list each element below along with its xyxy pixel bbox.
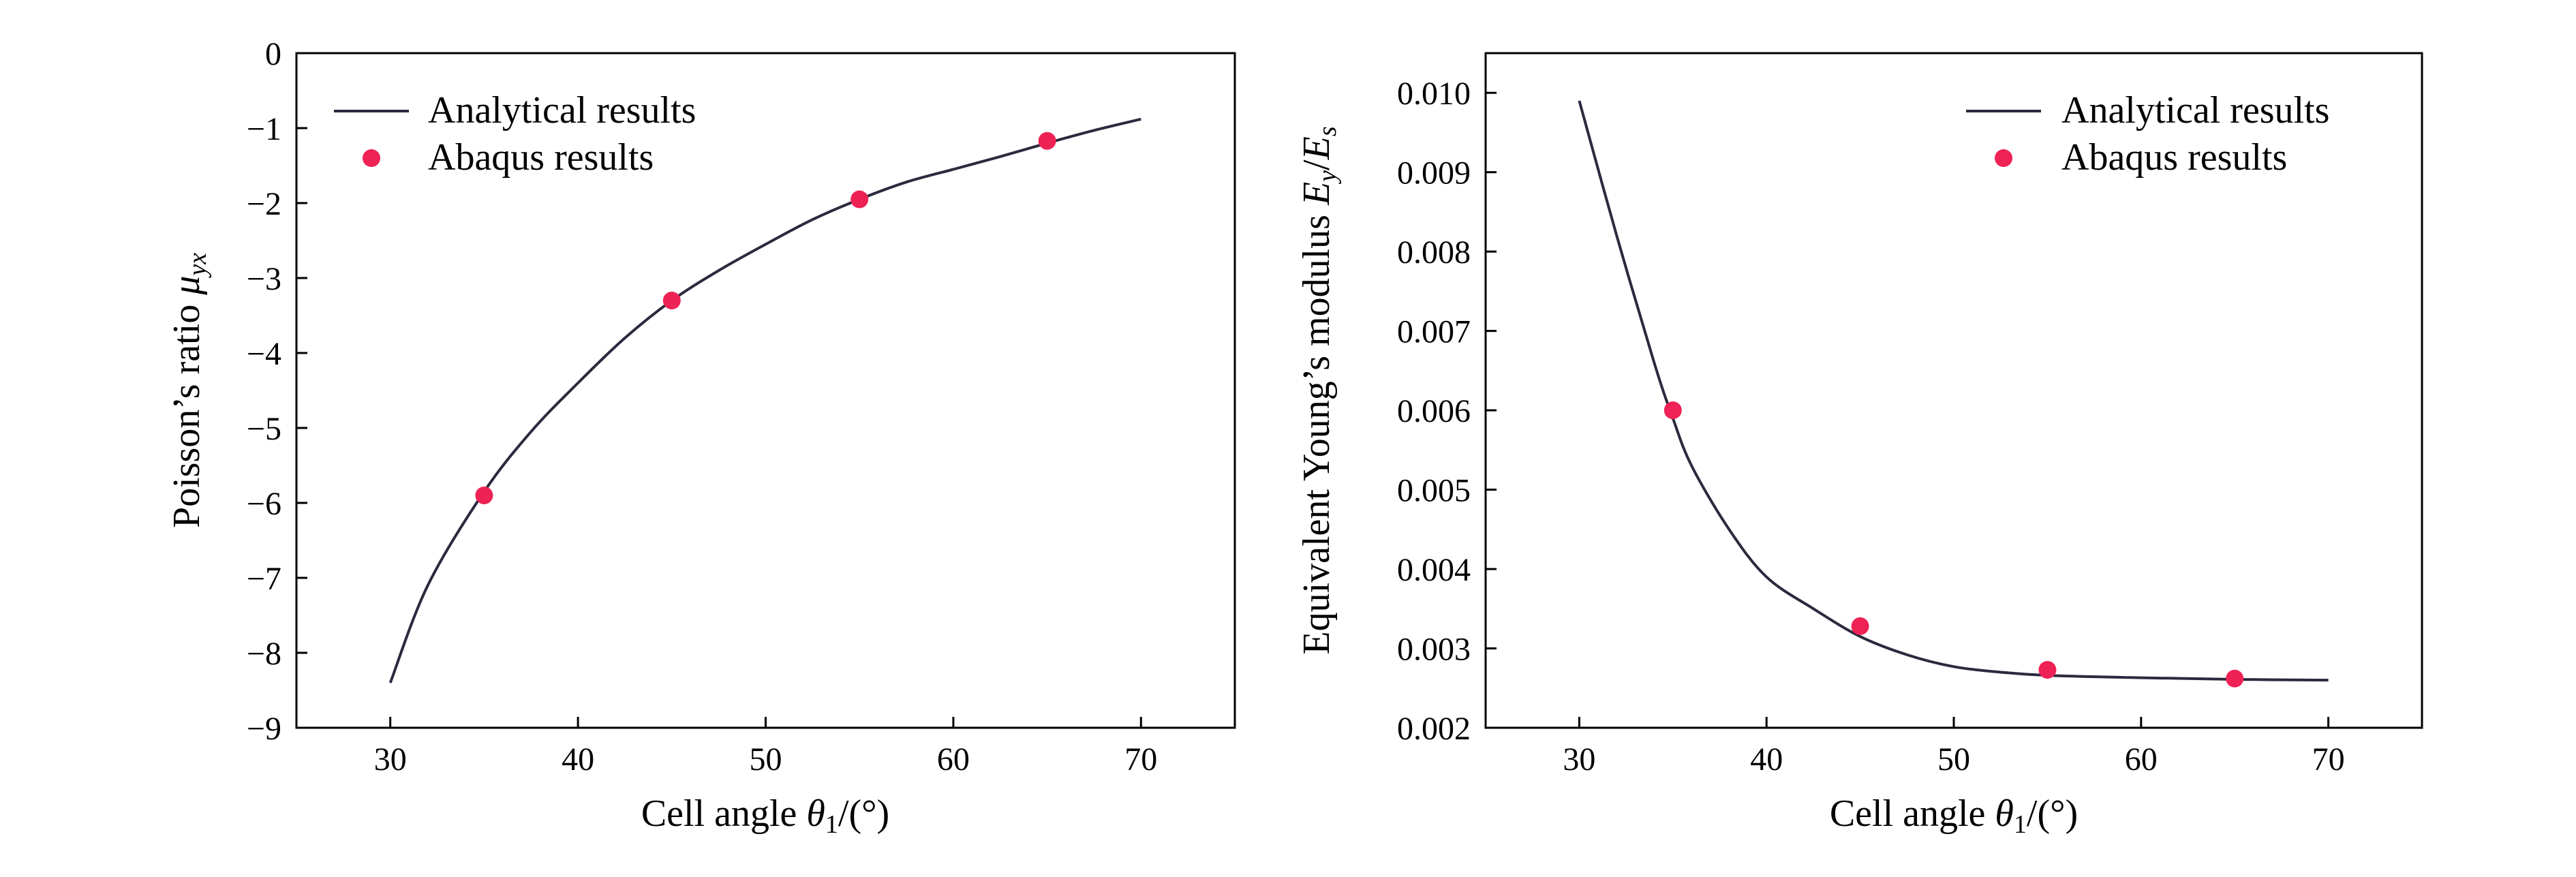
x-axis-label: Cell angle θ1/(°) xyxy=(641,793,889,839)
y-axis-label: Poisson’s ratio μyx xyxy=(166,253,212,528)
x-axis-label: Cell angle θ1/(°) xyxy=(1830,793,2078,839)
abaqus-point xyxy=(662,292,681,309)
y-tick-label: −3 xyxy=(247,261,281,297)
legend-label-abaqus: Abaqus results xyxy=(2061,136,2287,179)
x-tick-label: 70 xyxy=(1124,741,1157,778)
x-tick-label: 60 xyxy=(937,741,970,778)
y-ticks: 0.002 0.003 0.004 0.005 0.006 0.007 0.008 0.009… xyxy=(1397,76,1497,747)
y-tick-label: −1 xyxy=(247,111,281,147)
x-tick-label: 30 xyxy=(374,741,407,778)
analytical-curve xyxy=(388,117,1141,683)
y-tick-label: −4 xyxy=(247,336,281,372)
youngs-modulus-chart: 30 40 50 60 70 0.0020.0030.0040.0050.0060.00… xyxy=(1295,52,2423,839)
x-ticks: 30 40 50 60 70 xyxy=(1563,717,2345,778)
x-tick-label: 30 xyxy=(1563,741,1595,778)
x-tick-label: 50 xyxy=(750,741,782,778)
legend-marker-swatch xyxy=(1995,149,2012,167)
y-axis-label: Equivalent Young’s modulus Ey/Es xyxy=(1295,126,1342,654)
legend-label-analytical: Analytical results xyxy=(428,89,696,132)
y-tick-label: 0 xyxy=(265,36,281,72)
series-layer xyxy=(1578,100,2329,688)
analytical-curve xyxy=(1578,100,2329,682)
y-tick-label: 0.009 xyxy=(1397,155,1471,191)
y-tick-label: 0.002 xyxy=(1397,711,1471,747)
abaqus-point xyxy=(850,190,869,209)
x-tick-label: 70 xyxy=(2312,741,2345,778)
legend: Analytical results Abaqus results xyxy=(334,89,696,179)
y-tick-label: −2 xyxy=(247,186,281,222)
abaqus-point xyxy=(1038,132,1056,150)
y-tick-label: −8 xyxy=(247,636,281,672)
y-tick-label: 0.005 xyxy=(1397,473,1471,509)
y-tick-label: 0.003 xyxy=(1397,632,1471,668)
y-ticks: 0 −1 −2 −3 −4 −5 −6 −7 −8 −9 xyxy=(247,36,307,747)
y-tick-label: 0.007 xyxy=(1397,314,1471,350)
poisson-ratio-chart: 30 40 50 60 70 0 −1 −2 −3 −4 −5 −6 −7 −8 −9 Analytica… xyxy=(166,36,1236,839)
legend-label-analytical: Analytical results xyxy=(2061,89,2329,132)
y-tick-label: −9 xyxy=(247,711,281,747)
y-tick-label: 0.010 xyxy=(1397,76,1471,112)
abaqus-point xyxy=(1851,617,1869,635)
y-tick-label: −5 xyxy=(247,411,281,447)
y-tick-label: 0.008 xyxy=(1397,234,1471,271)
abaqus-point xyxy=(2226,669,2244,688)
abaqus-point xyxy=(2038,660,2057,679)
y-tick-label: 0.004 xyxy=(1397,552,1471,588)
legend-marker-swatch xyxy=(363,149,380,167)
x-tick-label: 60 xyxy=(2125,741,2158,778)
abaqus-point xyxy=(1663,401,1682,420)
x-tick-label: 40 xyxy=(562,741,594,778)
x-tick-label: 50 xyxy=(1937,741,1970,778)
legend-label-abaqus: Abaqus results xyxy=(428,136,654,179)
y-tick-label: −7 xyxy=(247,561,281,597)
y-tick-label: −6 xyxy=(247,486,281,522)
abaqus-point xyxy=(475,487,493,504)
y-tick-label: 0.006 xyxy=(1397,393,1471,429)
x-ticks: 30 40 50 60 70 xyxy=(374,717,1157,778)
legend: Analytical results Abaqus results xyxy=(1966,89,2329,179)
x-tick-label: 40 xyxy=(1750,741,1783,778)
series-layer xyxy=(388,117,1141,683)
